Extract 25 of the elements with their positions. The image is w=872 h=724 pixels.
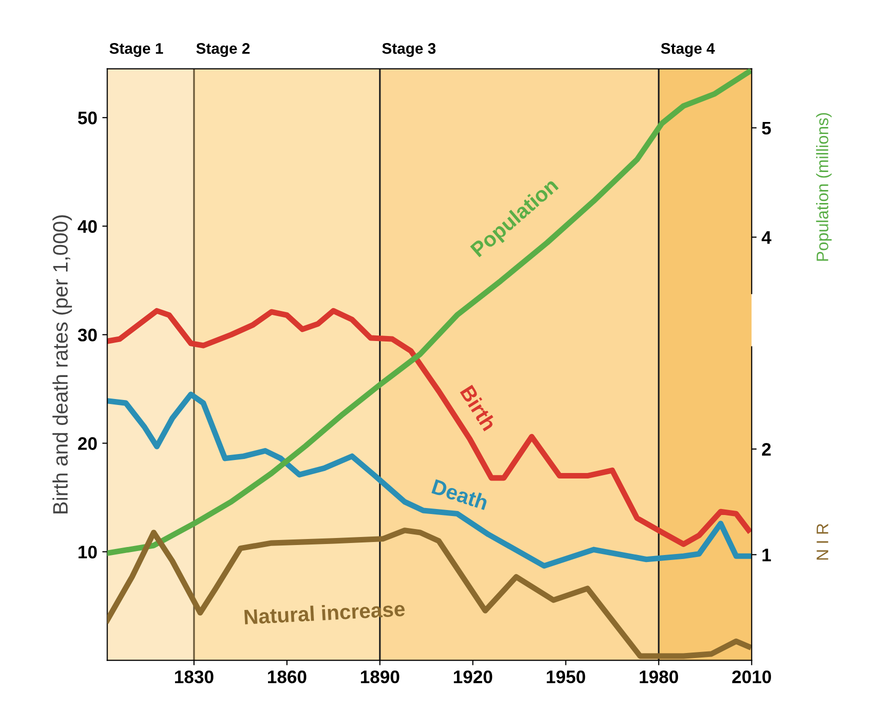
y-axis-title: Birth and death rates (per 1,000) xyxy=(52,215,72,514)
band-label: Stage 1 xyxy=(110,43,164,57)
series-label: Natural increase xyxy=(244,600,405,625)
x-tick-label: 1890 xyxy=(360,670,400,684)
y3-tick-label: 1 xyxy=(762,548,771,562)
y2-tick-label: 4 xyxy=(762,231,772,244)
y-tick-label: 40 xyxy=(78,220,97,233)
y-tick-label: 50 xyxy=(78,112,97,124)
x-tick-label: 1830 xyxy=(175,670,214,684)
y3-axis-title: N I R xyxy=(816,524,828,560)
band-label: Stage 2 xyxy=(196,43,250,57)
y-tick-label: 10 xyxy=(78,546,97,558)
text: Death xyxy=(431,478,489,510)
band-label: Stage 4 xyxy=(661,43,715,57)
x-tick-label: 1860 xyxy=(268,670,306,684)
band-label: Stage 3 xyxy=(382,43,436,57)
x-tick-label: 1950 xyxy=(546,670,586,684)
y2-tick-label: 5 xyxy=(762,122,771,135)
y3-tick-label: 2 xyxy=(762,442,771,456)
x-tick-label: 1980 xyxy=(640,670,678,684)
x-tick-label: 2010 xyxy=(732,670,772,684)
y-tick-label: 20 xyxy=(78,437,97,450)
y2-axis-title: Population (millions) xyxy=(816,113,832,261)
x-tick-label: 1920 xyxy=(454,670,492,684)
y-tick-label: 30 xyxy=(78,328,97,342)
